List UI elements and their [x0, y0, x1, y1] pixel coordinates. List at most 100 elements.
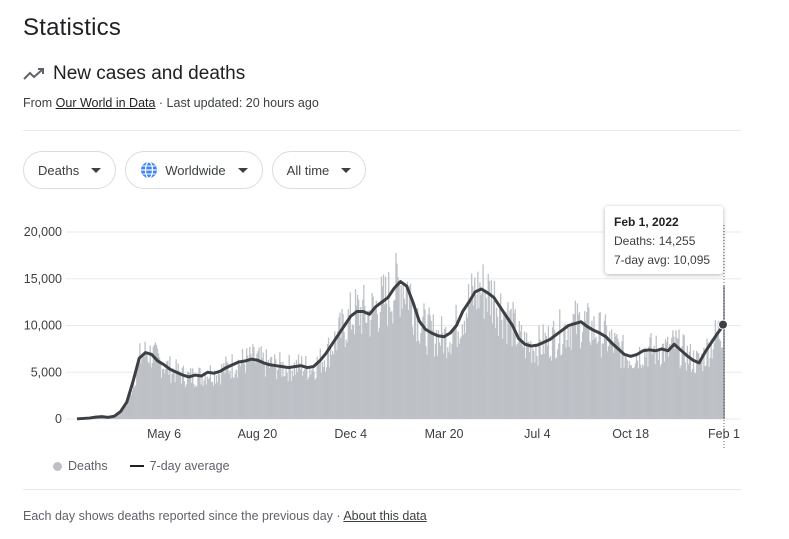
deaths-bar — [496, 316, 499, 419]
deaths-bar — [640, 364, 642, 419]
deaths-bar — [578, 312, 581, 419]
deaths-bar — [709, 357, 711, 419]
deaths-bar — [368, 310, 370, 419]
deaths-bar — [518, 321, 520, 419]
deaths-bar — [423, 303, 425, 419]
deaths-bar — [663, 361, 666, 419]
deaths-bar — [140, 363, 142, 419]
deaths-bar — [596, 344, 598, 419]
deaths-bar — [593, 316, 595, 419]
deaths-bar — [427, 314, 429, 419]
deaths-bar — [461, 324, 463, 419]
deaths-bar — [540, 354, 542, 419]
deaths-bar — [645, 357, 647, 419]
deaths-bar — [654, 364, 656, 419]
x-tick-label: Oct 18 — [612, 427, 649, 441]
deaths-bar — [533, 350, 535, 419]
deaths-bar — [263, 365, 265, 419]
chevron-down-icon — [91, 167, 102, 173]
deaths-bar — [604, 314, 607, 419]
deaths-bar — [293, 362, 295, 419]
deaths-bar — [363, 284, 365, 419]
deaths-bar — [416, 341, 418, 419]
deaths-bar — [333, 354, 335, 419]
average-legend-swatch — [129, 465, 144, 467]
deaths-bar — [506, 344, 508, 419]
deaths-bar — [205, 384, 207, 419]
deaths-bar — [338, 317, 340, 419]
x-tick-label: Dec 4 — [334, 427, 367, 441]
deaths-bar — [417, 308, 419, 419]
deaths-chart[interactable]: 0 5,000 10,000 15,000 20,000 May 6 Aug 20 Dec 4… — [0, 195, 789, 450]
deaths-bar — [684, 362, 686, 419]
deaths-bar — [499, 308, 501, 419]
deaths-bar — [362, 299, 364, 419]
deaths-bar — [655, 335, 657, 419]
deaths-bar — [481, 292, 483, 419]
deaths-bar — [430, 320, 432, 419]
deaths-bar — [432, 314, 434, 419]
deaths-bar — [651, 354, 653, 419]
deaths-bar — [253, 347, 255, 419]
deaths-bar — [550, 360, 553, 419]
deaths-bar — [616, 334, 618, 419]
deaths-bar — [672, 330, 674, 419]
deaths-bar — [618, 342, 620, 419]
source-link[interactable]: Our World in Data — [55, 96, 156, 110]
deaths-bar — [444, 328, 446, 419]
deaths-bar — [541, 354, 543, 419]
deaths-bar — [524, 358, 527, 419]
deaths-bar — [468, 305, 471, 419]
deaths-bar — [155, 345, 158, 419]
deaths-bar — [238, 364, 241, 419]
y-tick-label: 10,000 — [24, 319, 62, 333]
metric-dropdown[interactable]: Deaths — [23, 151, 117, 189]
deaths-bar — [539, 339, 541, 419]
deaths-bar — [283, 376, 285, 419]
deaths-bar — [677, 339, 679, 419]
deaths-bar — [281, 376, 283, 419]
deaths-bar — [690, 372, 693, 419]
deaths-bar — [624, 355, 626, 419]
deaths-bar — [344, 347, 346, 419]
hover-point — [718, 319, 728, 330]
section-heading: New cases and deaths — [23, 63, 245, 85]
deaths-bar — [717, 320, 720, 419]
deaths-bar — [317, 364, 319, 419]
deaths-bar — [277, 369, 279, 419]
deaths-bar — [515, 345, 517, 419]
deaths-bar — [485, 297, 487, 419]
deaths-bar — [298, 363, 301, 419]
deaths-bar — [529, 352, 531, 419]
range-dropdown[interactable]: All time — [271, 151, 367, 189]
deaths-bar — [517, 341, 519, 419]
deaths-bar — [603, 320, 606, 419]
deaths-bar — [647, 366, 649, 419]
deaths-bar — [420, 333, 422, 419]
deaths-bar — [276, 379, 278, 419]
deaths-bar — [250, 353, 252, 419]
deaths-bar — [406, 281, 409, 419]
deaths-bar — [323, 360, 326, 419]
deaths-bar — [513, 313, 515, 419]
deaths-bar — [462, 334, 465, 419]
deaths-bar — [666, 336, 669, 419]
deaths-bar — [706, 338, 708, 419]
deaths-bar — [631, 367, 634, 419]
x-tick-label: Mar 20 — [425, 427, 464, 441]
about-data-link[interactable]: About this data — [343, 509, 427, 523]
deaths-bar — [179, 374, 181, 419]
deaths-bar — [321, 362, 323, 419]
deaths-bar — [256, 353, 258, 419]
deaths-bar — [558, 343, 560, 419]
deaths-bar — [385, 303, 388, 419]
region-dropdown[interactable]: Worldwide — [125, 151, 263, 189]
deaths-bar — [284, 375, 286, 419]
deaths-bar — [686, 345, 688, 419]
deaths-bar — [136, 372, 138, 419]
deaths-bar — [494, 328, 497, 419]
deaths-bar — [365, 322, 367, 419]
deaths-bar — [151, 362, 153, 419]
deaths-bar — [493, 280, 496, 419]
deaths-bar — [307, 379, 309, 419]
